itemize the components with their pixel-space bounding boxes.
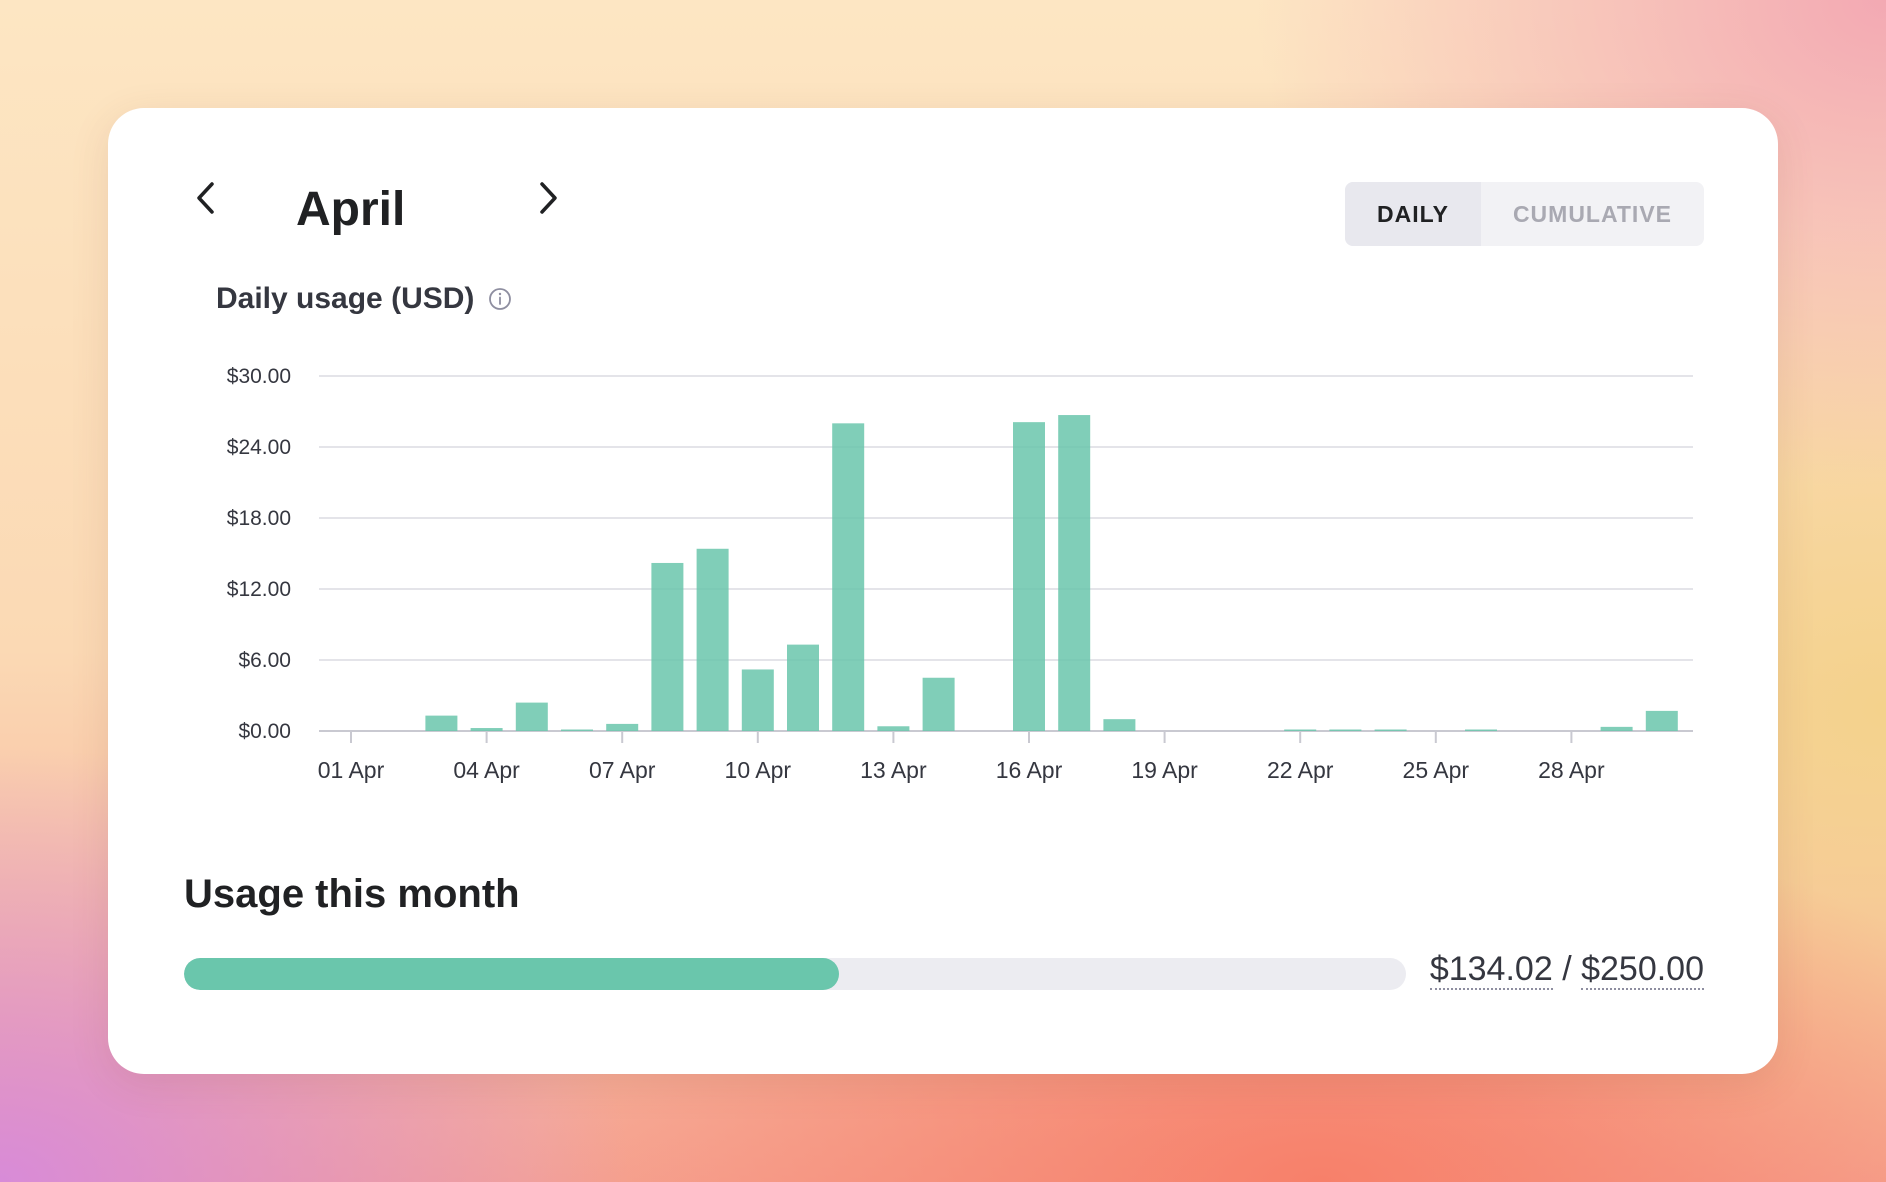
bar-26-apr[interactable] — [1465, 729, 1497, 732]
usage-progress-bar — [184, 958, 1406, 990]
view-toggle: DAILY CUMULATIVE — [1345, 182, 1704, 246]
x-tick-label: 22 Apr — [1267, 757, 1334, 783]
x-tick-label: 28 Apr — [1538, 757, 1605, 783]
bar-30-apr[interactable] — [1645, 710, 1678, 731]
usage-used-amount[interactable]: $134.02 — [1429, 950, 1553, 990]
x-tick-label: 13 Apr — [860, 757, 927, 783]
bar-17-apr[interactable] — [1058, 415, 1091, 731]
bar-16-apr[interactable] — [1013, 422, 1045, 731]
x-tick-label: 19 Apr — [1131, 757, 1198, 783]
info-icon[interactable] — [488, 287, 512, 311]
x-tick-label: 04 Apr — [453, 757, 520, 783]
x-tick-label: 07 Apr — [589, 757, 656, 783]
bar-22-apr[interactable] — [1284, 729, 1317, 732]
bar-11-apr[interactable] — [787, 644, 819, 731]
usage-amount: $134.02 / $250.00 — [1429, 950, 1704, 990]
x-tick-label: 01 Apr — [318, 757, 385, 783]
x-tick-label: 16 Apr — [996, 757, 1063, 783]
toggle-cumulative-button[interactable]: CUMULATIVE — [1512, 201, 1672, 227]
usage-title: Usage this month — [184, 872, 520, 916]
usage-separator: / — [1562, 950, 1572, 988]
y-tick-label: $12.00 — [227, 578, 291, 601]
bar-10-apr[interactable] — [741, 669, 774, 731]
y-tick-label: $0.00 — [238, 720, 291, 743]
toggle-daily-button[interactable]: DAILY — [1345, 182, 1481, 246]
usage-limit-amount[interactable]: $250.00 — [1581, 950, 1704, 990]
bar-03-apr[interactable] — [425, 715, 458, 731]
bar-29-apr[interactable] — [1600, 726, 1633, 731]
bar-05-apr[interactable] — [515, 702, 548, 731]
y-tick-label: $6.00 — [238, 649, 291, 672]
y-tick-label: $30.00 — [227, 365, 291, 388]
bar-18-apr[interactable] — [1103, 719, 1136, 731]
bar-04-apr[interactable] — [470, 728, 503, 731]
bar-14-apr[interactable] — [922, 677, 955, 731]
month-title: April — [296, 183, 406, 236]
prev-month-button[interactable] — [176, 168, 236, 228]
bar-13-apr[interactable] — [877, 726, 910, 731]
bar-08-apr[interactable] — [651, 562, 684, 731]
x-tick-label: 25 Apr — [1403, 757, 1470, 783]
bar-06-apr[interactable] — [561, 729, 593, 732]
bar-24-apr[interactable] — [1374, 729, 1407, 732]
daily-usage-chart: $0.00 $6.00 $12.00 $18.00 $24.00 $30.00 01 Apr… — [227, 365, 1693, 783]
next-month-button[interactable] — [518, 168, 578, 228]
bar-09-apr[interactable] — [696, 548, 729, 731]
chevron-left-icon — [197, 182, 214, 214]
x-tick-label: 10 Apr — [725, 757, 792, 783]
y-tick-label: $18.00 — [227, 507, 291, 530]
bar-07-apr[interactable] — [606, 723, 639, 731]
bar-23-apr[interactable] — [1329, 729, 1362, 732]
usage-progress-fill — [184, 958, 840, 990]
chart-title: Daily usage (USD) — [216, 282, 475, 315]
y-tick-label: $24.00 — [227, 436, 291, 459]
chart-title-row: Daily usage (USD) — [216, 282, 512, 316]
usage-card: April DAILY CUMULATIVE Daily usage (USD)… — [108, 108, 1778, 1074]
bar-12-apr[interactable] — [832, 423, 865, 731]
chevron-right-icon — [540, 182, 557, 214]
